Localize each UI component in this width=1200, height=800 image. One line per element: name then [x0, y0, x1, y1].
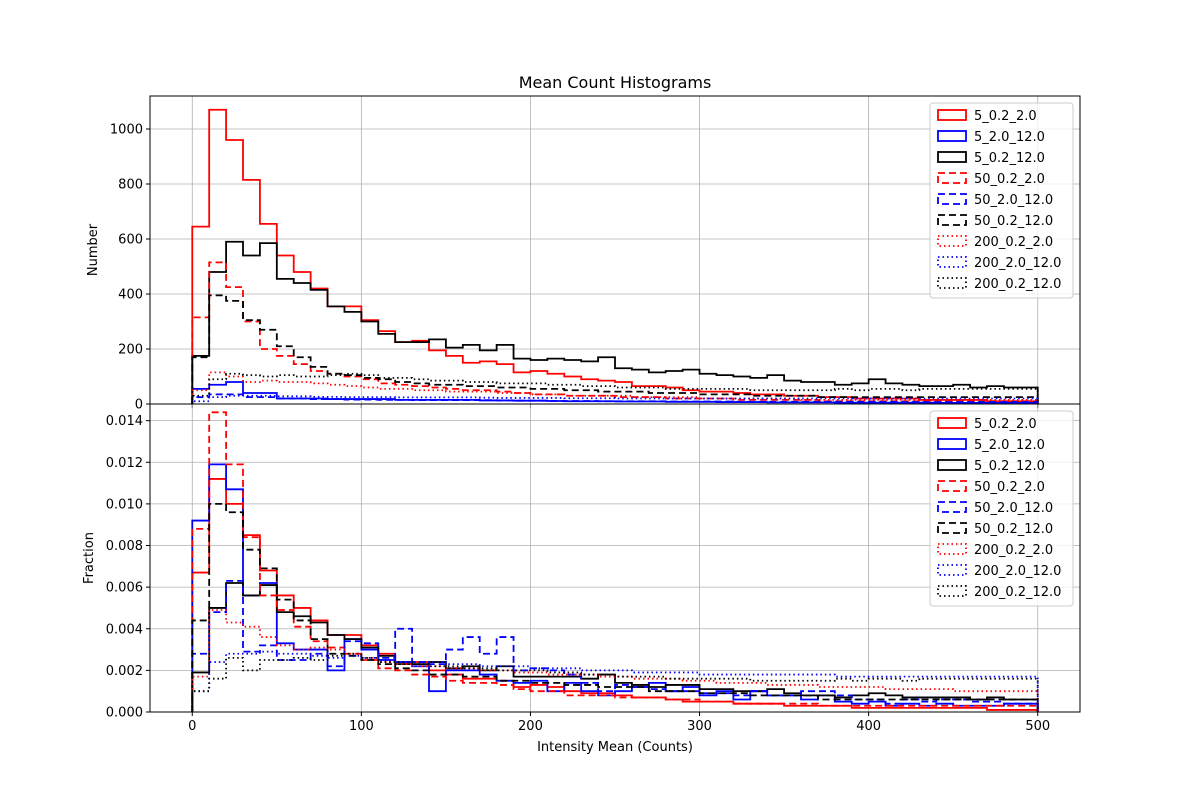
bottom-legend-label: 5_0.2_2.0: [974, 417, 1037, 432]
top-legend-swatch: [937, 256, 967, 268]
bottom-legend-swatch: [937, 564, 967, 576]
bottom-legend-label: 200_0.2_12.0: [974, 585, 1061, 600]
bottom-series-50_2.0_12.0: [191, 579, 1039, 712]
bottom-legend-swatch: [937, 459, 967, 471]
top-legend-label: 50_2.0_12.0: [974, 193, 1053, 208]
bottom-series-50_0.2_2.0: [191, 411, 1039, 712]
top-series-200_2.0_12.0: [191, 394, 1039, 404]
top-ylabel: Number: [86, 223, 101, 276]
bottom-series-group: [191, 411, 1039, 712]
bottom-legend-swatch: [937, 501, 967, 513]
bottom-legend-label: 200_2.0_12.0: [974, 564, 1061, 579]
bottom-legend-swatch: [937, 417, 967, 429]
bottom-legend-label: 50_0.2_2.0: [974, 480, 1045, 495]
top-legend-swatch: [937, 130, 967, 142]
bottom-legend-swatch: [937, 543, 967, 555]
bottom-legend: 5_0.2_2.0 5_2.0_12.0 5_0.2_12.0 50_0.2_2.0 5…: [929, 410, 1074, 607]
top-legend-label: 50_0.2_2.0: [974, 172, 1045, 187]
top-series-200_0.2_2.0: [191, 371, 1039, 404]
top-ytick-label: 0: [135, 398, 143, 413]
bottom-series-200_2.0_12.0: [191, 650, 1039, 712]
bottom-legend-label: 50_0.2_12.0: [974, 522, 1053, 537]
bottom-ytick-label: 0.000: [106, 706, 143, 721]
bottom-legend-label: 5_0.2_12.0: [974, 459, 1045, 474]
bottom-xtick-label: 200: [518, 719, 543, 734]
top-legend-swatch: [937, 235, 967, 247]
bottom-ytick-label: 0.014: [106, 414, 143, 429]
bottom-xtick-label: 500: [1025, 719, 1050, 734]
top-legend-label: 5_2.0_12.0: [974, 130, 1045, 145]
top-ytick-label: 600: [118, 233, 143, 248]
top-legend-swatch: [937, 151, 967, 163]
top-legend-swatch: [937, 109, 967, 121]
bottom-ylabel: Fraction: [82, 532, 97, 584]
bottom-series-200_0.2_12.0: [191, 652, 1039, 712]
top-legend-label: 5_0.2_12.0: [974, 151, 1045, 166]
bottom-legend-swatch: [937, 585, 967, 597]
bottom-xtick-label: 300: [687, 719, 712, 734]
chart-title: Mean Count Histograms: [519, 73, 712, 92]
bottom-legend-label: 5_2.0_12.0: [974, 438, 1045, 453]
bottom-legend-swatch: [937, 480, 967, 492]
bottom-xlabel: Intensity Mean (Counts): [537, 740, 693, 755]
bottom-xtick-label: 100: [349, 719, 374, 734]
top-legend: 5_0.2_2.0 5_2.0_12.0 5_0.2_12.0 50_0.2_2.0 5…: [929, 102, 1074, 299]
top-legend-label: 200_2.0_12.0: [974, 256, 1061, 271]
bottom-ytick-label: 0.010: [106, 497, 143, 512]
bottom-panel-fraction: 0.000 0.002 0.004 0.006 0.008 0.010 0.012 0.014…: [106, 403, 1081, 734]
top-legend-swatch: [937, 277, 967, 289]
bottom-ytick-label: 0.008: [106, 539, 143, 554]
top-series-50_0.2_12.0: [191, 294, 1039, 404]
top-series-50_2.0_12.0: [191, 393, 1039, 404]
top-series-5_0.2_12.0: [191, 240, 1039, 404]
top-ytick-label: 400: [118, 288, 143, 303]
bottom-ytick-label: 0.002: [106, 664, 143, 679]
bottom-legend-swatch: [937, 438, 967, 450]
top-ytick-label: 200: [118, 343, 143, 358]
bottom-legend-label: 200_0.2_2.0: [974, 543, 1053, 558]
bottom-ytick-label: 0.006: [106, 581, 143, 596]
top-ytick-label: 800: [118, 178, 143, 193]
top-legend-label: 5_0.2_2.0: [974, 109, 1037, 124]
top-legend-swatch: [937, 193, 967, 205]
top-series-group: [191, 108, 1039, 404]
top-legend-label: 50_0.2_12.0: [974, 214, 1053, 229]
top-legend-label: 200_0.2_12.0: [974, 277, 1061, 292]
bottom-ytick-label: 0.012: [106, 456, 143, 471]
bottom-legend-swatch: [937, 522, 967, 534]
bottom-xtick-label: 0: [188, 719, 196, 734]
top-legend-swatch: [937, 214, 967, 226]
bottom-legend-label: 50_2.0_12.0: [974, 501, 1053, 516]
bottom-xtick-label: 400: [856, 719, 881, 734]
top-legend-swatch: [937, 172, 967, 184]
top-legend-label: 200_0.2_2.0: [974, 235, 1053, 250]
bottom-axes-frame: [149, 403, 1081, 713]
bottom-ytick-label: 0.004: [106, 622, 143, 637]
top-ytick-label: 1000: [110, 123, 143, 138]
